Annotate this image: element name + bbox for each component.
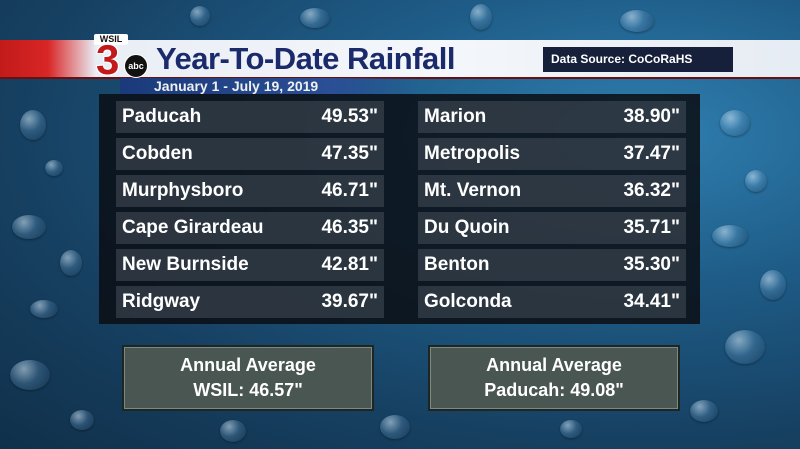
raindrop <box>10 360 50 390</box>
raindrop <box>712 225 748 247</box>
logo-channel-number: 3 <box>96 36 120 83</box>
table-row: Cape Girardeau 46.35" <box>116 212 384 244</box>
table-row: New Burnside 42.81" <box>116 249 384 281</box>
raindrop <box>720 110 750 136</box>
city-name: Ridgway <box>122 291 201 312</box>
raindrop <box>470 4 492 30</box>
page-title: Year-To-Date Rainfall <box>156 41 456 76</box>
city-name: Metropolis <box>424 143 521 164</box>
city-name: Marion <box>424 106 487 127</box>
raindrop <box>380 415 410 439</box>
table-row: Metropolis 37.47" <box>418 138 686 170</box>
city-name: Golconda <box>424 291 512 312</box>
rainfall-amount: 46.35" <box>321 217 378 238</box>
table-row: Benton 35.30" <box>418 249 686 281</box>
data-source-label: Data Source: CoCoRaHS <box>543 47 733 72</box>
table-row: Murphysboro 46.71" <box>116 175 384 207</box>
rainfall-amount: 35.71" <box>623 217 680 238</box>
table-row: Ridgway 39.67" <box>116 286 384 318</box>
raindrop <box>190 6 210 26</box>
table-row: Du Quoin 35.71" <box>418 212 686 244</box>
rainfall-amount: 34.41" <box>623 291 680 312</box>
raindrop <box>560 420 582 438</box>
city-name: Benton <box>424 254 490 275</box>
raindrop <box>725 330 765 364</box>
rainfall-amount: 47.35" <box>321 143 378 164</box>
raindrop <box>60 250 82 276</box>
table-row: Golconda 34.41" <box>418 286 686 318</box>
rainfall-amount: 46.71" <box>321 180 378 201</box>
average-label: Annual Average <box>180 355 316 375</box>
rainfall-amount: 39.67" <box>321 291 378 312</box>
table-row: Marion 38.90" <box>418 101 686 133</box>
rainfall-amount: 42.81" <box>321 254 378 275</box>
raindrop <box>760 270 786 300</box>
average-label: Annual Average <box>486 355 622 375</box>
rainfall-amount: 35.30" <box>623 254 680 275</box>
city-name: Mt. Vernon <box>424 180 522 201</box>
logo-station-text: WSIL <box>94 34 128 45</box>
paducah-average-box: Annual Average Paducah: 49.08" <box>428 345 680 411</box>
date-range: January 1 - July 19, 2019 <box>154 78 319 94</box>
subtitle-band <box>120 78 420 95</box>
city-name: Cape Girardeau <box>122 217 264 238</box>
raindrop <box>745 170 767 192</box>
city-name: Du Quoin <box>424 217 510 238</box>
raindrop <box>30 300 58 318</box>
table-row: Mt. Vernon 36.32" <box>418 175 686 207</box>
average-value: Paducah: 49.08" <box>484 380 624 400</box>
raindrop <box>45 160 63 176</box>
rainfall-amount: 36.32" <box>623 180 680 201</box>
raindrop <box>300 8 330 28</box>
rainfall-amount: 38.90" <box>623 106 680 127</box>
city-name: Paducah <box>122 106 202 127</box>
rainfall-amount: 37.47" <box>623 143 680 164</box>
wsil-average-box: Annual Average WSIL: 46.57" <box>122 345 374 411</box>
raindrop <box>12 215 46 239</box>
raindrop <box>690 400 718 422</box>
table-row: Cobden 47.35" <box>116 138 384 170</box>
table-row: Paducah 49.53" <box>116 101 384 133</box>
city-name: Cobden <box>122 143 193 164</box>
logo-network: abc <box>124 54 148 78</box>
rainfall-amount: 49.53" <box>321 106 378 127</box>
raindrop <box>70 410 94 430</box>
raindrop <box>620 10 654 32</box>
city-name: Murphysboro <box>122 180 244 201</box>
city-name: New Burnside <box>122 254 249 275</box>
station-logo: WSIL 3 abc <box>94 34 156 83</box>
raindrop <box>20 110 46 140</box>
average-value: WSIL: 46.57" <box>193 380 303 400</box>
raindrop <box>220 420 246 442</box>
